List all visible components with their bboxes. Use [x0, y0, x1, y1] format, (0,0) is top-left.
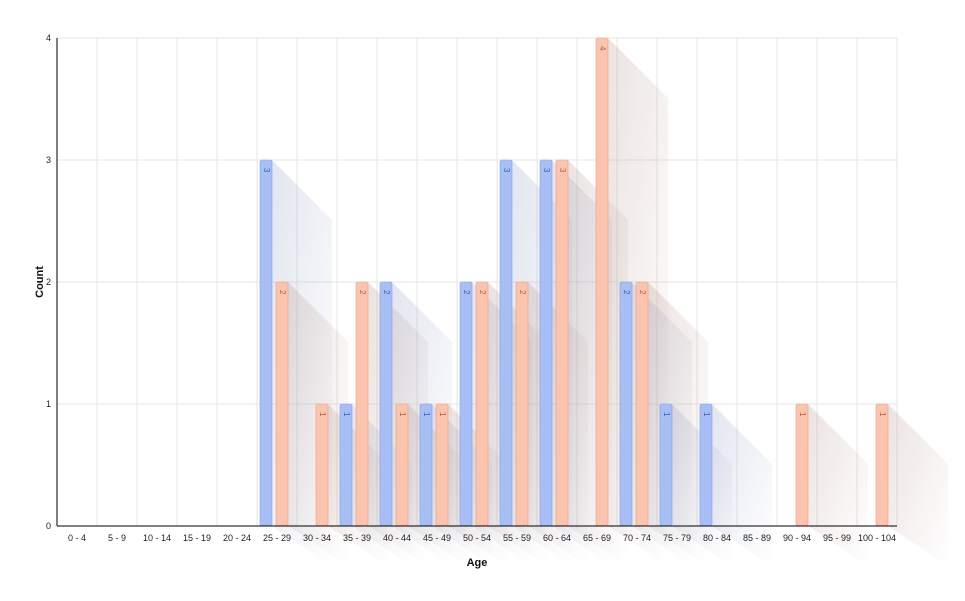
bar-series-1-15[interactable]	[659, 403, 673, 527]
bar-data-label: 4	[598, 46, 607, 51]
bar-series-2-6[interactable]	[315, 403, 329, 527]
bar-data-label: 3	[502, 168, 511, 173]
x-tick-label: 45 - 49	[423, 533, 451, 543]
x-tick-label: 100 - 104	[858, 533, 896, 543]
x-tick-label: 20 - 24	[223, 533, 251, 543]
bar-data-label: 1	[798, 412, 807, 417]
bar-series-1-9[interactable]	[419, 403, 433, 527]
bar-series-2-10[interactable]	[475, 281, 489, 527]
y-tick-label: 4	[46, 33, 51, 43]
bar-series-1-8[interactable]	[379, 281, 393, 527]
bar-series-2-9[interactable]	[435, 403, 449, 527]
bar-series-2-11[interactable]	[515, 281, 529, 527]
x-tick-label: 10 - 14	[143, 533, 171, 543]
bar-data-label: 2	[382, 290, 391, 295]
y-tick-label: 3	[46, 155, 51, 165]
x-tick-label: 40 - 44	[383, 533, 411, 543]
x-tick-label: 25 - 29	[263, 533, 291, 543]
bar-series-1-10[interactable]	[459, 281, 473, 527]
bar-data-label: 2	[518, 290, 527, 295]
x-tick-label: 30 - 34	[303, 533, 331, 543]
x-tick-label: 0 - 4	[68, 533, 86, 543]
x-tick-label: 35 - 39	[343, 533, 371, 543]
bar-series-2-8[interactable]	[395, 403, 409, 527]
x-axis-title: Age	[467, 557, 488, 569]
bar-data-label: 1	[342, 412, 351, 417]
x-tick-label: 95 - 99	[823, 533, 851, 543]
y-tick-label: 0	[46, 521, 51, 531]
bar-data-label: 1	[422, 412, 431, 417]
x-tick-label: 80 - 84	[703, 533, 731, 543]
bar-series-2-7[interactable]	[355, 281, 369, 527]
x-tick-label: 85 - 89	[743, 533, 771, 543]
bar-series-1-7[interactable]	[339, 403, 353, 527]
x-tick-label: 90 - 94	[783, 533, 811, 543]
bar-data-label: 2	[622, 290, 631, 295]
x-tick-label: 70 - 74	[623, 533, 651, 543]
x-tick-label: 75 - 79	[663, 533, 691, 543]
bar-series-1-14[interactable]	[619, 281, 633, 527]
bar-data-label: 2	[478, 290, 487, 295]
bar-data-label: 1	[318, 412, 327, 417]
bar-data-label: 1	[398, 412, 407, 417]
bar-data-label: 1	[662, 412, 671, 417]
bar-series-2-18[interactable]	[795, 403, 809, 527]
bar-series-2-20[interactable]	[875, 403, 889, 527]
y-tick-label: 2	[46, 277, 51, 287]
bar-data-label: 3	[262, 168, 271, 173]
x-tick-label: 65 - 69	[583, 533, 611, 543]
bar-shadow	[648, 282, 708, 566]
bar-series-1-16[interactable]	[699, 403, 713, 527]
bar-data-label: 3	[542, 168, 551, 173]
bar-data-label: 3	[558, 168, 567, 173]
bar-data-label: 1	[438, 412, 447, 417]
bar-series-1-11[interactable]	[499, 159, 513, 527]
bar-series-2-14[interactable]	[635, 281, 649, 527]
bar-data-label: 2	[358, 290, 367, 295]
bar-shadows	[272, 38, 948, 566]
bar-data-label: 2	[278, 290, 287, 295]
bar-series-2-12[interactable]	[555, 159, 569, 527]
x-tick-label: 5 - 9	[108, 533, 126, 543]
x-tick-label: 50 - 54	[463, 533, 491, 543]
x-tick-label: 60 - 64	[543, 533, 571, 543]
bar-data-label: 2	[638, 290, 647, 295]
axes: 0 1 2 3 4 0 - 4 5 - 9 10 - 14 15 - 19 20 - 24 25 -…	[46, 33, 897, 543]
y-tick-label: 1	[46, 399, 51, 409]
x-tick-label: 55 - 59	[503, 533, 531, 543]
bar-data-label: 1	[702, 412, 711, 417]
bar-data-label: 2	[462, 290, 471, 295]
x-tick-label: 15 - 19	[183, 533, 211, 543]
bar-series-2-5[interactable]	[275, 281, 289, 527]
bar-series-2-13[interactable]	[595, 37, 609, 527]
bar-series-1-12[interactable]	[539, 159, 553, 527]
bar-data-label: 1	[878, 412, 887, 417]
bar-shadow	[888, 404, 948, 566]
y-axis-title: Count	[34, 266, 46, 298]
bar-series-1-5[interactable]	[259, 159, 273, 527]
